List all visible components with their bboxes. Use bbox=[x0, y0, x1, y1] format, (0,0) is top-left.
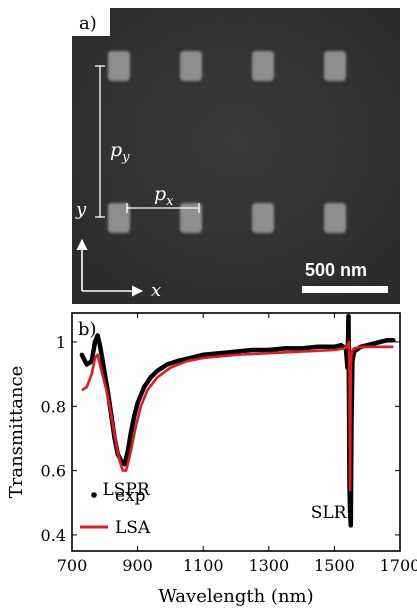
x-tick-label: 900 bbox=[122, 556, 153, 575]
y-axis-label: y bbox=[75, 199, 87, 220]
exp-point bbox=[155, 368, 160, 374]
legend-exp-label: exp bbox=[115, 486, 146, 506]
particle bbox=[252, 203, 274, 233]
py-label: py bbox=[110, 139, 130, 165]
particle bbox=[180, 51, 202, 81]
scale-bar bbox=[302, 286, 388, 293]
particle bbox=[180, 203, 202, 233]
exp-point bbox=[128, 429, 134, 435]
panel-b-label: b) bbox=[78, 319, 97, 340]
exp-point bbox=[89, 359, 94, 364]
x-tick-label: 700 bbox=[57, 556, 88, 575]
particle bbox=[252, 51, 274, 81]
px-label: px bbox=[154, 183, 174, 209]
exp-point bbox=[266, 347, 271, 353]
exp-point bbox=[174, 359, 180, 364]
lsa-line bbox=[81, 340, 394, 492]
exp-point bbox=[164, 362, 170, 367]
x-tick-label: 1700 bbox=[380, 556, 417, 575]
annotation-slr: SLR bbox=[311, 503, 348, 523]
exp-point bbox=[148, 375, 153, 380]
particle-array bbox=[108, 51, 346, 233]
x-axis-label: x bbox=[151, 280, 161, 301]
spectrum-panel: 700 900 1100 1300 1500 1700 0.4 0.6 0.8 1 b) LSPR… bbox=[0, 300, 417, 611]
exp-point bbox=[132, 413, 137, 419]
exp-point bbox=[391, 338, 396, 343]
panel-a-label-box bbox=[72, 8, 110, 36]
exp-point bbox=[348, 523, 353, 528]
exp-point bbox=[299, 346, 304, 351]
exp-point bbox=[79, 352, 85, 358]
particle bbox=[324, 51, 346, 81]
exp-point bbox=[95, 333, 100, 338]
particle bbox=[324, 203, 346, 233]
exp-point bbox=[125, 449, 130, 454]
exp-point bbox=[92, 339, 98, 345]
particle bbox=[108, 51, 130, 81]
exp-point bbox=[141, 384, 147, 390]
scale-bar-label: 500 nm bbox=[305, 260, 367, 280]
exp-point bbox=[371, 341, 376, 346]
legend-exp-marker bbox=[91, 492, 97, 498]
y-axis-title: Transmittance bbox=[6, 366, 27, 499]
exp-point bbox=[84, 362, 89, 367]
exp-point bbox=[315, 344, 321, 349]
annotation-lspr: LSPR bbox=[102, 480, 150, 500]
exp-point bbox=[217, 351, 222, 356]
legend-lsa-label: LSA bbox=[115, 518, 151, 538]
exp-point bbox=[122, 461, 127, 467]
sem-image: a) py px y x 500 nm bbox=[72, 8, 400, 304]
exp-point bbox=[201, 352, 206, 358]
sem-image-panel: a) py px y x 500 nm bbox=[72, 8, 400, 304]
x-axis-title: Wavelength (nm) bbox=[158, 586, 313, 607]
y-tick-label: 1 bbox=[56, 333, 66, 352]
x-tick-label: 1500 bbox=[314, 556, 355, 575]
exp-point bbox=[135, 400, 140, 406]
exp-point bbox=[250, 347, 255, 353]
x-tick-label: 1300 bbox=[248, 556, 289, 575]
x-tick-label: 1100 bbox=[183, 556, 224, 575]
exp-point bbox=[99, 355, 105, 361]
exp-point bbox=[338, 342, 344, 348]
exp-point bbox=[233, 349, 239, 354]
exp-point bbox=[347, 510, 353, 515]
y-tick-label: 0.6 bbox=[41, 462, 66, 481]
exp-point bbox=[97, 342, 103, 348]
legend: exp LSA bbox=[80, 486, 151, 538]
exp-point bbox=[332, 344, 337, 349]
particle bbox=[108, 203, 130, 233]
y-tick-label: 0.4 bbox=[41, 526, 66, 545]
exp-point bbox=[384, 338, 390, 343]
transmittance-chart: 700 900 1100 1300 1500 1700 0.4 0.6 0.8 1 b) LSPR… bbox=[6, 312, 417, 607]
exp-point bbox=[378, 339, 383, 345]
y-tick-label: 0.8 bbox=[41, 397, 66, 416]
panel-a-label: a) bbox=[79, 13, 97, 34]
exp-point bbox=[283, 346, 288, 351]
exp-point bbox=[346, 314, 351, 319]
